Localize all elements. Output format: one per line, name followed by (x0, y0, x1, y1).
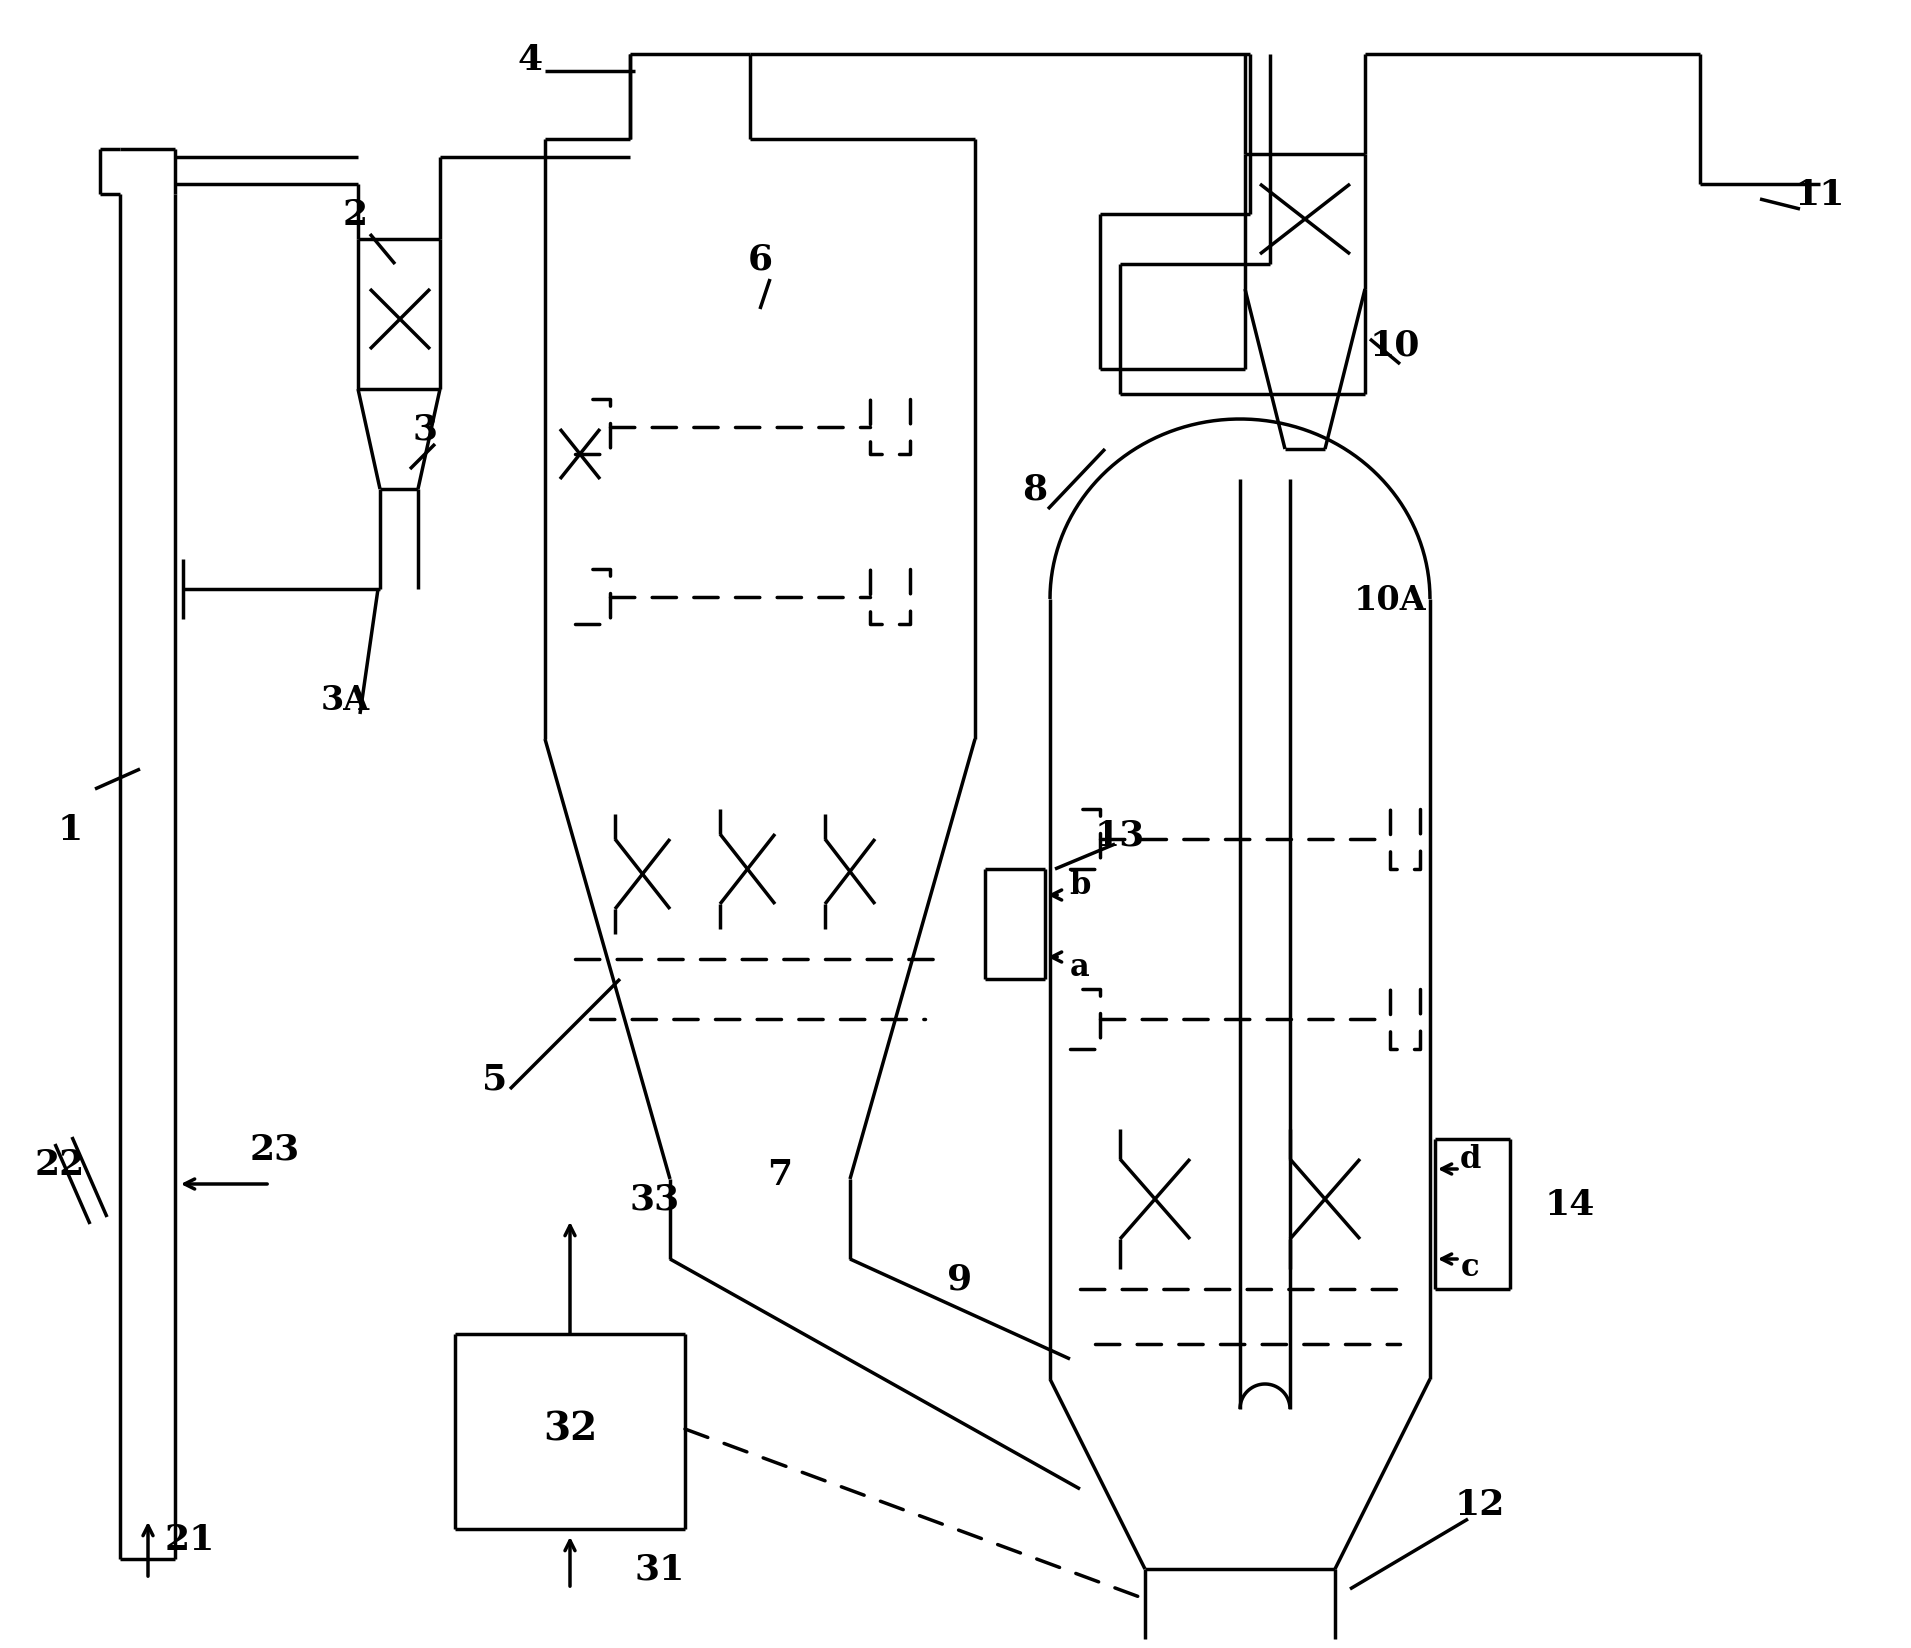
Text: 33: 33 (631, 1182, 680, 1216)
Text: 2: 2 (342, 198, 367, 232)
Text: 6: 6 (747, 242, 772, 277)
Text: 3: 3 (413, 412, 438, 447)
Text: 22: 22 (34, 1147, 86, 1182)
Text: 1: 1 (57, 812, 82, 847)
Text: 23: 23 (250, 1132, 300, 1167)
Text: 7: 7 (768, 1157, 793, 1192)
Text: 13: 13 (1095, 817, 1145, 852)
Text: 21: 21 (164, 1523, 216, 1556)
Text: 3A: 3A (321, 682, 369, 717)
Text: d: d (1460, 1144, 1481, 1175)
Text: 14: 14 (1544, 1187, 1596, 1221)
Text: a: a (1070, 953, 1089, 982)
Text: 4: 4 (518, 43, 543, 77)
Text: c: c (1460, 1252, 1479, 1282)
Text: 31: 31 (634, 1552, 686, 1585)
Text: 8: 8 (1022, 473, 1047, 506)
Text: 10A: 10A (1353, 583, 1426, 616)
Text: 11: 11 (1794, 178, 1846, 213)
Text: 12: 12 (1454, 1486, 1506, 1521)
Text: 9: 9 (948, 1262, 973, 1297)
Text: 32: 32 (543, 1411, 596, 1449)
Text: b: b (1070, 870, 1091, 901)
Text: 5: 5 (482, 1063, 508, 1096)
Text: 10: 10 (1370, 328, 1420, 363)
